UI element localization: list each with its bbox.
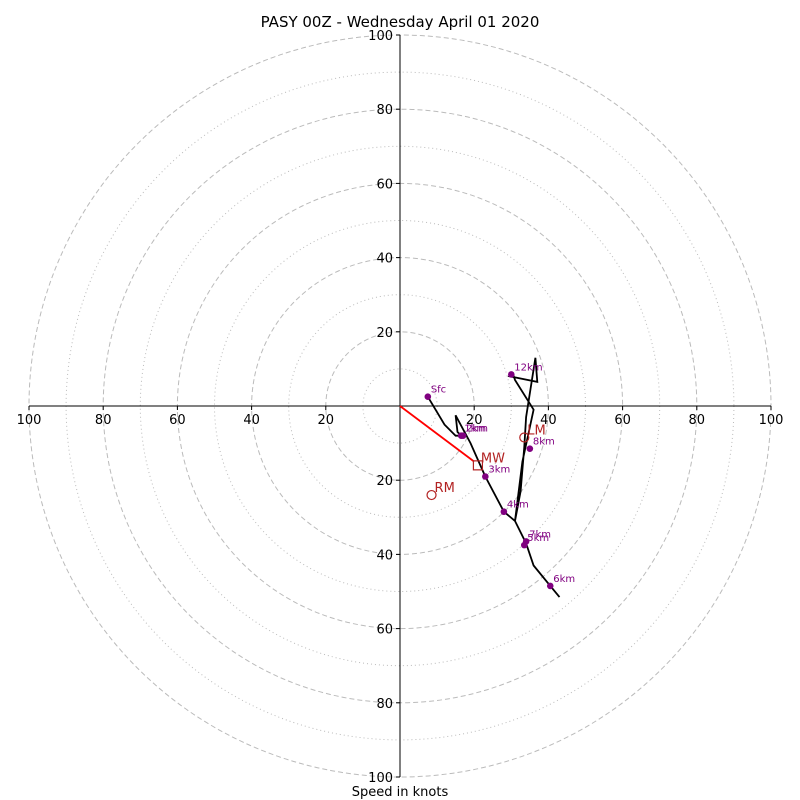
left-mover-label: LM (527, 424, 545, 439)
x-axis-label: Speed in knots (352, 785, 449, 800)
tick-label-left: 20 (318, 413, 335, 428)
tick-label-right: 40 (540, 413, 557, 428)
tick-label-left: 60 (169, 413, 186, 428)
right-mover-marker (426, 489, 437, 501)
tick-label-top: 80 (376, 103, 393, 118)
height-point-label: 12km (514, 362, 542, 373)
tick-label-bottom: 20 (376, 474, 393, 489)
height-point (424, 393, 432, 401)
mean-wind-vector-layer (399, 405, 475, 463)
height-point (522, 538, 530, 545)
tick-label-right: 80 (689, 413, 706, 428)
tick-label-left: 100 (17, 413, 42, 428)
height-point (500, 508, 508, 516)
height-point-label: 7km (529, 529, 551, 540)
height-point (508, 371, 515, 378)
tick-label-right: 100 (759, 413, 784, 428)
height-point-label: 8km (533, 437, 555, 448)
tick-label-top: 60 (376, 177, 393, 192)
tick-label-bottom: 100 (368, 771, 393, 786)
right-mover-label: RM (435, 481, 455, 496)
tick-label-bottom: 40 (376, 548, 393, 563)
tick-label-top: 100 (368, 29, 393, 44)
height-point (526, 445, 534, 452)
left-mover-marker (519, 432, 530, 443)
tick-label-right: 60 (614, 413, 631, 428)
height-point-label: 5km (527, 533, 549, 544)
mean-wind-vector-line (399, 405, 475, 463)
tick-label-left: 80 (95, 413, 112, 428)
tick-label-bottom: 80 (376, 697, 393, 712)
hodograph-trace (427, 357, 561, 598)
height-point (459, 432, 467, 439)
tick-label-bottom: 60 (376, 623, 393, 638)
hodograph-trace-layer (427, 357, 561, 598)
height-point-label: 1km (464, 424, 486, 435)
tick-marks (28, 34, 772, 778)
height-point (482, 473, 489, 480)
height-point (546, 582, 554, 590)
tick-label-top: 40 (376, 252, 393, 267)
height-point-label: 3km (488, 464, 510, 475)
height-point-label: 2km (466, 424, 488, 435)
height-point-label: Sfc (431, 385, 446, 396)
tick-label-left: 40 (243, 413, 260, 428)
storm-motions-layer: LM RM MW (426, 424, 546, 501)
tick-labels: 20 20 20 20 40 40 40 40 60 60 60 60 80 80 80 80 100 100 10… (17, 29, 784, 786)
mean-wind-marker (472, 460, 484, 471)
tick-label-right: 20 (466, 413, 483, 428)
height-point-label: 6km (553, 574, 575, 585)
tick-label-top: 20 (376, 326, 393, 341)
height-point-label: 4km (507, 500, 529, 511)
mean-wind-label: MW (481, 451, 505, 466)
chart-title: PASY 00Z - Wednesday April 01 2020 (261, 13, 540, 31)
